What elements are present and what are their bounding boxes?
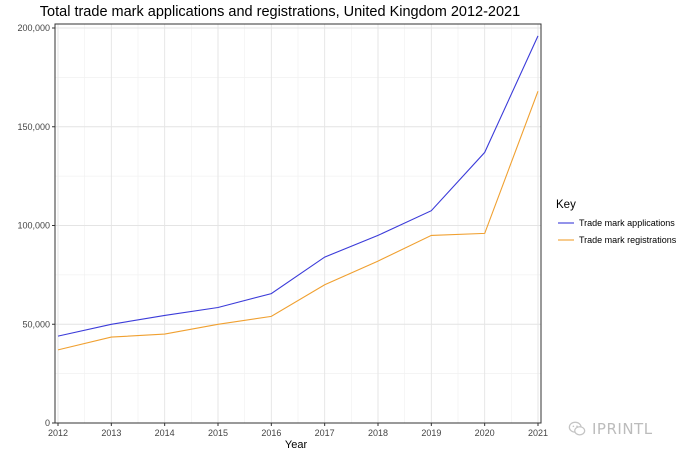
- watermark-text: IPRINTL: [592, 420, 653, 438]
- x-tick-label: 2015: [208, 428, 228, 438]
- watermark: IPRINTL: [568, 418, 653, 440]
- y-tick-label: 50,000: [22, 319, 50, 329]
- legend: Key Trade mark applications Trade mark re…: [556, 199, 677, 245]
- x-axis-title: Year: [285, 439, 308, 451]
- chart-title: Total trade mark applications and regist…: [40, 4, 520, 20]
- x-axis: 2012 2013 2014 2015 2016 2017 2018 2019 2020 2021: [48, 423, 548, 438]
- plot-frame: [54, 23, 542, 424]
- x-tick-label: 2012: [48, 428, 68, 438]
- legend-label: Trade mark applications: [579, 218, 675, 228]
- x-tick-label: 2014: [155, 428, 175, 438]
- x-tick-label: 2013: [101, 428, 121, 438]
- x-tick-label: 2018: [368, 428, 388, 438]
- plot-border: [54, 23, 542, 424]
- x-tick-label: 2016: [261, 428, 281, 438]
- legend-label: Trade mark registrations: [579, 235, 677, 245]
- wechat-icon: [568, 421, 586, 436]
- y-axis: 0 50,000 100,000 150,000 200,000: [17, 23, 55, 428]
- y-tick-label: 100,000: [17, 221, 50, 231]
- series-line-registrations: [57, 91, 539, 351]
- grid: [55, 24, 541, 424]
- x-tick-label: 2019: [421, 428, 441, 438]
- y-tick-label: 150,000: [17, 122, 50, 132]
- x-tick-label: 2021: [528, 428, 548, 438]
- y-tick-label: 0: [45, 418, 50, 428]
- y-tick-label: 200,000: [17, 23, 50, 33]
- series-line-applications: [57, 35, 539, 337]
- legend-title: Key: [556, 199, 576, 211]
- series-lines: [57, 35, 539, 351]
- x-tick-label: 2017: [315, 428, 335, 438]
- x-tick-label: 2020: [475, 428, 495, 438]
